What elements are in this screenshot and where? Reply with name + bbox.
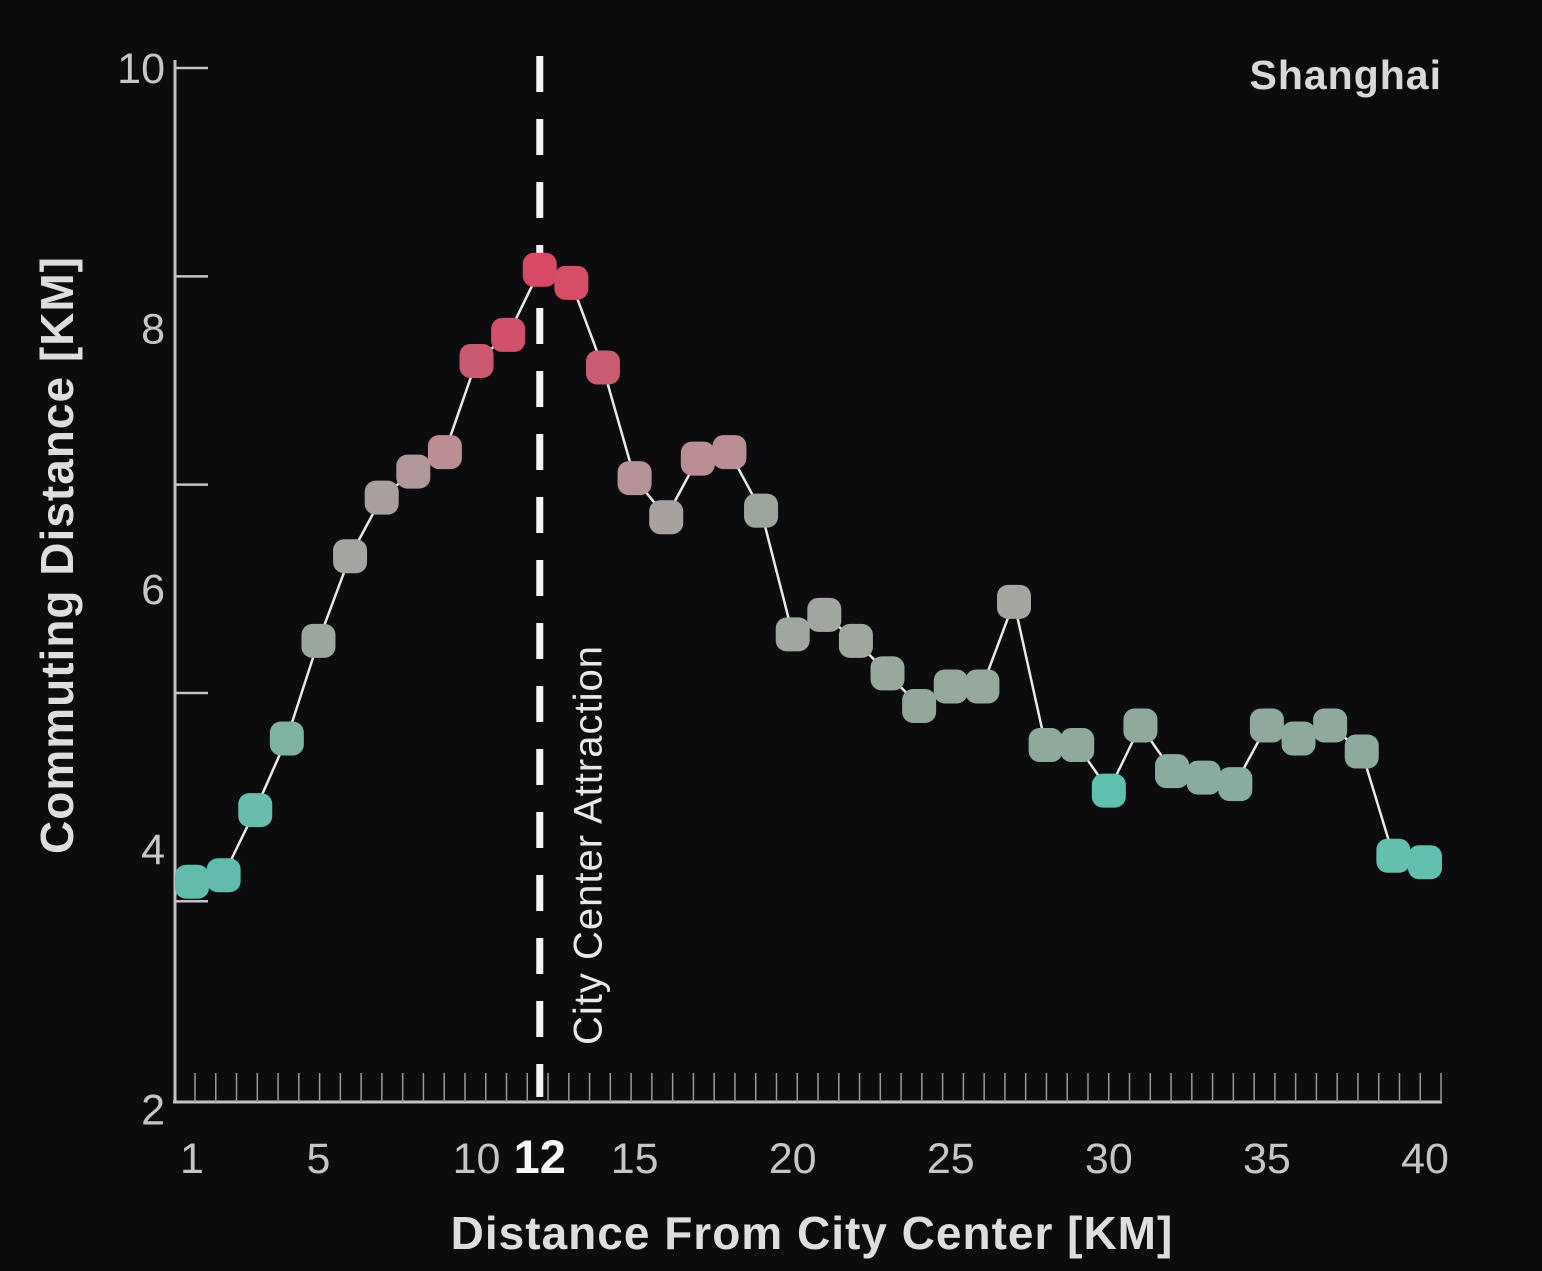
x-tick-label: 20	[769, 1135, 817, 1183]
data-point-x21	[807, 597, 842, 632]
data-point-x31	[1123, 708, 1158, 743]
x-tick-label: 15	[611, 1135, 659, 1183]
data-point-x17	[680, 441, 715, 476]
data-point-x12	[522, 252, 557, 287]
data-point-x35	[1249, 708, 1284, 743]
data-point-x32	[1155, 754, 1190, 789]
data-point-x39	[1376, 838, 1411, 873]
data-point-x3	[238, 793, 273, 828]
data-point-x33	[1186, 760, 1221, 795]
data-point-x10	[459, 343, 494, 378]
y-tick-label: 4	[141, 826, 165, 874]
data-point-x19	[744, 493, 779, 528]
data-point-x26	[965, 669, 1000, 704]
y-tick-label: 10	[117, 45, 165, 93]
y-tick-label: 6	[141, 566, 165, 614]
data-point-x24	[902, 688, 937, 723]
data-point-x38	[1344, 734, 1379, 769]
data-point-x14	[585, 350, 620, 385]
data-point-x4	[269, 721, 304, 756]
data-point-x29	[1060, 728, 1095, 763]
data-point-x6	[333, 539, 368, 574]
data-point-x25	[933, 669, 968, 704]
data-point-x9	[427, 435, 462, 470]
data-point-x30	[1091, 773, 1126, 808]
data-point-x36	[1281, 721, 1316, 756]
data-point-x22	[838, 623, 873, 658]
data-point-x28	[1028, 728, 1063, 763]
data-point-x18	[712, 435, 747, 470]
x-tick-label: 35	[1243, 1135, 1291, 1183]
data-point-x20	[775, 617, 810, 652]
data-point-x16	[649, 500, 684, 535]
data-point-x11	[491, 317, 526, 352]
x-tick-label: 10	[453, 1135, 501, 1183]
data-point-x15	[617, 461, 652, 496]
x-tick-label-12-bold: 12	[514, 1130, 566, 1183]
data-point-x5	[301, 623, 336, 658]
y-axis-title: Commuting Distance [KM]	[31, 256, 83, 854]
city-center-attraction-annotation: City Center Attraction	[566, 645, 611, 1045]
x-axis-title: Distance From City Center [KM]	[450, 1207, 1174, 1259]
data-point-x23	[870, 656, 905, 691]
data-point-x7	[364, 480, 399, 515]
x-tick-label: 1	[180, 1135, 204, 1183]
data-point-x37	[1313, 708, 1348, 743]
data-point-x2	[206, 858, 241, 893]
data-point-x8	[396, 454, 431, 489]
x-tick-label: 25	[927, 1135, 975, 1183]
data-point-x40	[1407, 845, 1442, 880]
data-point-x27	[996, 584, 1031, 619]
x-tick-label: 5	[306, 1135, 330, 1183]
x-tick-label: 30	[1085, 1135, 1133, 1183]
y-tick-label: 8	[141, 305, 165, 353]
data-point-x1	[175, 864, 209, 899]
x-tick-label: 40	[1401, 1135, 1449, 1183]
data-point-x34	[1218, 767, 1253, 802]
y-tick-label: 2	[141, 1087, 165, 1135]
city-label: Shanghai	[1249, 52, 1442, 98]
data-point-x13	[554, 265, 589, 300]
